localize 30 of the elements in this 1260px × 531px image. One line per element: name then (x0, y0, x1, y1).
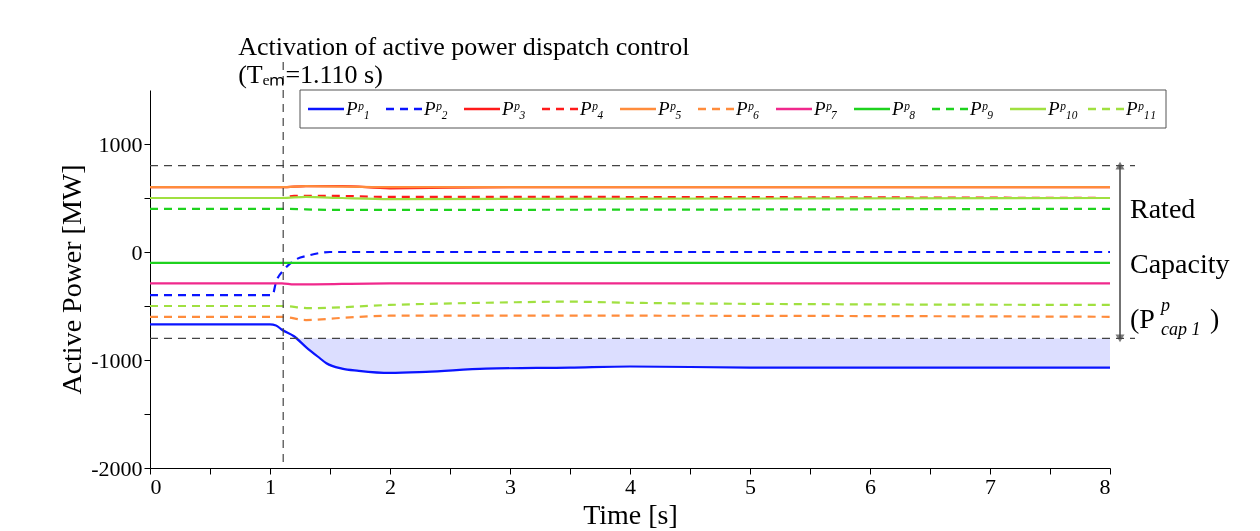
x-tick-label: 5 (745, 473, 756, 499)
x-tick-label: 1 (265, 473, 276, 499)
legend-label: Pᵖ₈ (891, 98, 916, 119)
x-tick-label: 6 (865, 473, 876, 499)
line-series (148, 250, 1112, 297)
legend-label: Pᵖ₄ (579, 98, 604, 119)
x-tick-label: 4 (625, 473, 636, 499)
x-tick-label: 7 (985, 473, 996, 499)
x-axis-title: Time [s] (583, 498, 678, 530)
x-tick-label: 2 (385, 473, 396, 499)
legend-label: Pᵖ₉ (969, 98, 994, 119)
x-tick-label: 3 (505, 473, 516, 499)
y-axis-title: Active Power [MW] (56, 164, 88, 395)
y-tick-label: 1000 (98, 131, 143, 157)
line-series (148, 300, 1112, 310)
y-tick-label: -2000 (91, 455, 143, 481)
x-tick-label: 8 (1099, 473, 1111, 499)
legend-label: Pᵖ₃ (501, 98, 526, 119)
line-series (148, 323, 1112, 375)
x-tick-label: 0 (150, 473, 162, 499)
legend-label: Pᵖ₆ (735, 98, 760, 119)
legend-label: Pᵖ₁₀ (1047, 98, 1079, 119)
legend-label: Pᵖ₇ (813, 98, 838, 119)
y-tick-label: 0 (131, 239, 143, 265)
legend-label: Pᵖ₁₁ (1125, 98, 1157, 119)
legend-label: Pᵖ₂ (423, 98, 448, 119)
legend-label: Pᵖ₁ (345, 98, 370, 119)
y-tick-label: -1000 (91, 347, 143, 373)
ref-line-label: Activation of active power dispatch control (Tₑₘ=1.110 s) (238, 32, 690, 89)
legend-label: Pᵖ₅ (657, 98, 682, 119)
